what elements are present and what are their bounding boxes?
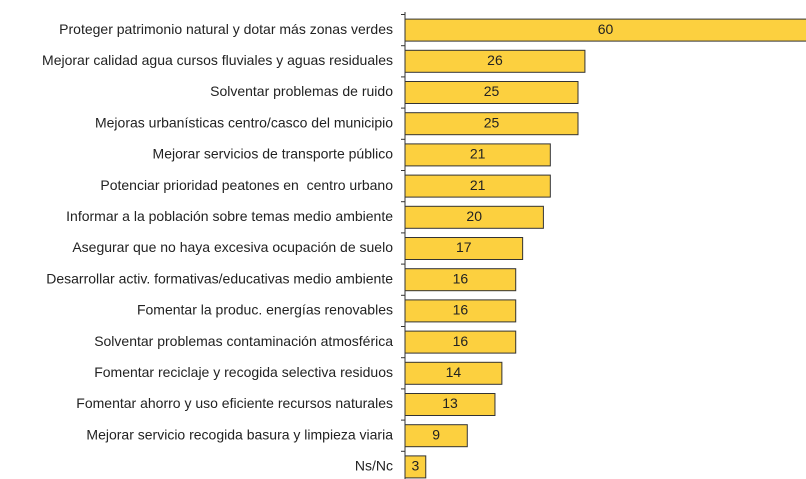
category-label: Proteger patrimonio natural y dotar más …: [59, 21, 393, 37]
value-label: 3: [411, 458, 419, 474]
category-label: Asegurar que no haya excesiva ocupación …: [72, 239, 393, 255]
bar: [404, 455, 427, 479]
category-label: Mejorar calidad agua cursos fluviales y …: [42, 52, 393, 68]
bar: [404, 361, 503, 385]
bar: [404, 174, 551, 198]
category-label: Potenciar prioridad peatones en centro u…: [100, 177, 393, 193]
category-label: Mejoras urbanísticas centro/casco del mu…: [95, 114, 393, 130]
bar: [404, 112, 579, 136]
category-label: Mejorar servicios de transporte público: [153, 146, 394, 162]
bar: [404, 81, 579, 104]
bar: [404, 237, 524, 260]
value-label: 16: [453, 333, 469, 349]
bar: [404, 268, 517, 292]
value-label: 16: [453, 270, 469, 286]
bar: [404, 18, 806, 42]
category-label: Mejorar servicio recogida basura y limpi…: [86, 426, 393, 442]
value-label: 60: [598, 21, 614, 37]
value-label: 17: [456, 239, 472, 255]
value-label: 21: [470, 177, 486, 193]
category-label: Informar a la población sobre temas medi…: [66, 208, 393, 224]
category-label: Fomentar la produc. energías renovables: [137, 302, 393, 318]
value-label: 25: [484, 114, 500, 130]
category-label: Ns/Nc: [355, 458, 393, 474]
bar: [404, 205, 544, 229]
category-label: Solventar problemas contaminación atmosf…: [94, 333, 393, 349]
value-label: 26: [487, 52, 503, 68]
value-label: 9: [432, 426, 440, 442]
value-label: 25: [484, 83, 500, 99]
value-label: 21: [470, 146, 486, 162]
category-label: Fomentar ahorro y uso eficiente recursos…: [76, 395, 393, 411]
value-label: 14: [446, 364, 462, 380]
bar: [404, 49, 586, 73]
value-label: 13: [442, 395, 458, 411]
bar: [404, 424, 468, 448]
value-label: 20: [466, 208, 482, 224]
value-label: 16: [453, 302, 469, 318]
bar: [404, 143, 551, 167]
bar: [404, 393, 496, 416]
bar: [404, 330, 517, 354]
category-label: Solventar problemas de ruido: [210, 83, 393, 99]
category-label: Desarrollar activ. formativas/educativas…: [46, 270, 393, 286]
category-label: Fomentar reciclaje y recogida selectiva …: [94, 364, 393, 380]
bar: [404, 299, 517, 323]
